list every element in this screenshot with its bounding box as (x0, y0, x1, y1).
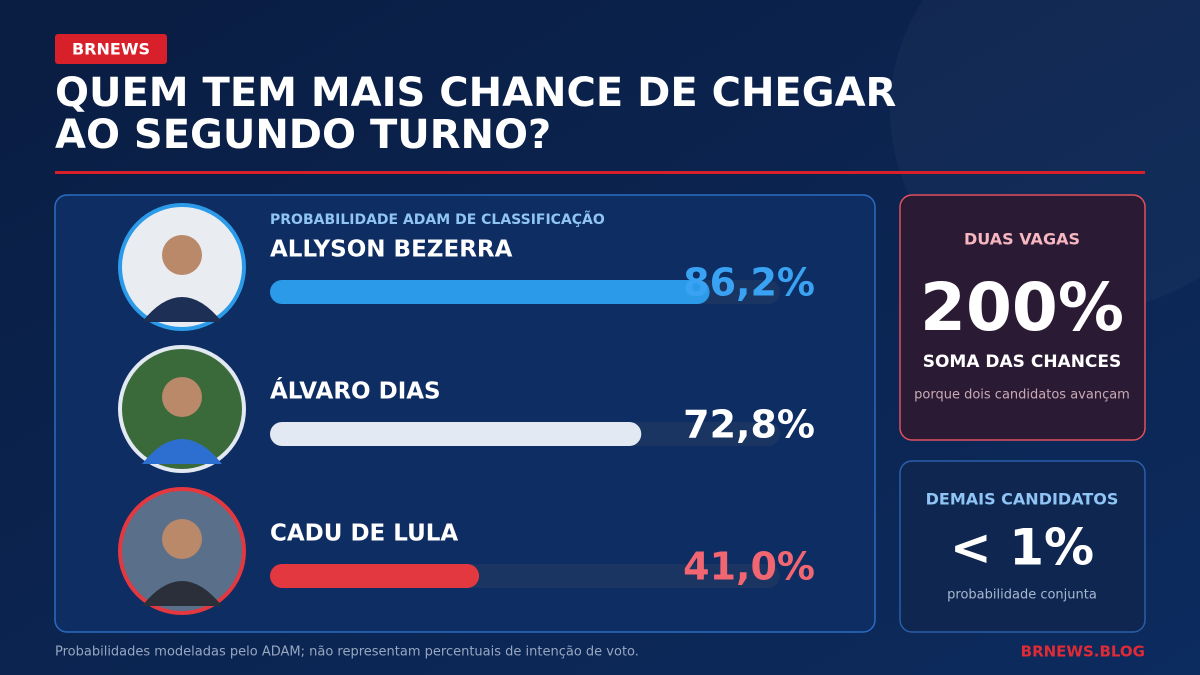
panel (899, 194, 1146, 441)
title: QUEM TEM MAIS CHANCE DE CHEGAR (55, 70, 896, 116)
title: AO SEGUNDO TURNO? (55, 112, 551, 158)
value-label: 72,8% (683, 403, 815, 447)
candidate-name: CADU DE LULA (270, 521, 458, 547)
panel (899, 460, 1146, 633)
panel-value: < 1% (950, 519, 1094, 577)
chart-subtitle: PROBABILIDADE ADAM DE CLASSIFICAÇÃO (270, 211, 605, 228)
panel-kicker: DEMAIS CANDIDATOS (926, 490, 1119, 509)
bar (270, 422, 642, 446)
avatar-body (142, 439, 222, 464)
bar (270, 280, 710, 304)
bar (270, 564, 480, 588)
panel-note: probabilidade conjunta (947, 588, 1097, 603)
divider (55, 171, 1145, 174)
value-label: 86,2% (683, 261, 815, 305)
candidate-name: ÁLVARO DIAS (270, 377, 441, 405)
footer-site: BRNEWS.BLOG (1021, 643, 1145, 661)
footer-note: Probabilidades modeladas pelo ADAM; não … (55, 645, 639, 660)
avatar-head (162, 519, 202, 559)
panel-caption: SOMA DAS CHANCES (923, 352, 1122, 372)
panel-value: 200% (920, 269, 1124, 346)
panel-note: porque dois candidatos avançam (914, 388, 1130, 403)
avatar-body (142, 581, 222, 606)
main-panel (54, 194, 876, 633)
badge (55, 34, 167, 64)
rows: ALLYSON BEZERRA 86,2% ÁLVARO DIAS 72,8% CADU… (118, 203, 815, 615)
panel-kicker: DUAS VAGAS (964, 230, 1080, 249)
avatar-head (162, 377, 202, 417)
candidate-name: ALLYSON BEZERRA (270, 237, 513, 263)
value-label: 41,0% (683, 545, 815, 589)
avatar-body (142, 297, 222, 322)
badge-text: BRNEWS (72, 40, 150, 59)
avatar-head (162, 235, 202, 275)
